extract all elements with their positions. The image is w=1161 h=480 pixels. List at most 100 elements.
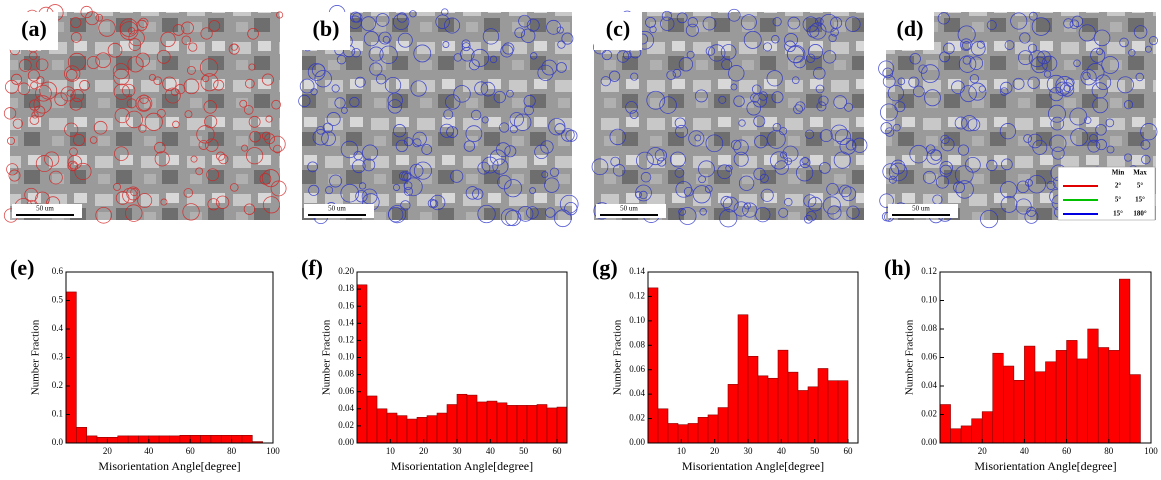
y-tick-label: 0.08 [921,323,937,333]
grain [368,46,384,62]
x-tick-label: 60 [1062,446,1072,456]
grain [1050,116,1065,131]
grain [1028,50,1046,68]
grain [634,191,642,199]
grain [502,42,515,55]
grain [1024,209,1039,224]
grain [834,128,852,146]
grain [514,27,526,39]
y-tick-label: 0.02 [921,409,937,419]
grain [308,184,320,196]
grain [493,90,506,104]
scale-bar-label: 50 um [912,205,930,213]
grain [321,131,336,147]
y-tick-label: 0.04 [921,380,937,390]
grain [1133,25,1148,39]
grain [216,151,226,161]
grain [382,35,391,44]
bar [466,394,478,444]
grain [738,119,746,127]
bar [647,287,659,444]
grain [164,87,181,104]
grain [154,151,170,167]
grain [683,186,694,197]
grain [940,134,950,144]
panel-label: (b) [313,16,340,41]
grain [504,145,517,158]
bar [189,435,201,444]
grain [384,76,402,94]
bar [241,435,253,444]
bar [200,435,212,444]
grain [969,74,980,84]
bar [992,352,1004,444]
grain [299,78,315,94]
grain [95,13,104,22]
grain [439,123,454,138]
grain [699,208,707,216]
grain [1000,181,1018,199]
grain [674,168,685,178]
y-tick-label: 0.00 [338,437,354,447]
legend-max: 180° [1133,210,1147,218]
y-tick-label: 0.14 [629,266,645,276]
grain [750,93,760,103]
y-tick-label: 0.14 [338,317,354,327]
y-tick-label: 0.16 [338,300,354,310]
bar [1097,347,1110,444]
grain [243,203,256,215]
grain [482,28,500,45]
grain [534,144,549,160]
grain [733,151,749,167]
grain [970,41,986,56]
grain [468,59,480,71]
x-tick-label: 30 [744,446,754,456]
grain [816,101,827,112]
grain [957,144,970,156]
grain [241,144,249,152]
grain [1031,17,1051,36]
grain [1015,198,1032,215]
grain [450,169,464,183]
panel-label-box [10,12,58,50]
grain [86,55,100,70]
grain [148,73,157,82]
grain [74,162,92,181]
grain [1073,59,1081,67]
grain [470,48,490,67]
grain [980,210,999,229]
grain [625,101,638,114]
bar [366,395,378,444]
grain [807,196,823,212]
bar [356,284,368,444]
grain-boundaries [298,5,579,228]
scale-bar-label: 50 um [620,205,638,213]
grain [958,55,977,73]
grain [1010,12,1028,30]
grain [24,187,39,202]
grain [772,123,782,132]
grain [215,195,230,209]
grain [955,180,974,199]
bar [86,435,98,444]
grain [976,40,985,49]
grain [678,57,694,72]
grain [780,151,788,159]
grain [639,190,648,200]
grain [443,109,454,120]
bar [1034,371,1046,444]
grain [720,195,733,208]
grain [64,122,79,137]
grain [1096,48,1104,56]
grain [1087,139,1101,153]
grain [738,175,755,191]
grain [412,138,422,148]
grain [375,13,390,27]
grain [340,107,348,114]
grain [962,55,972,65]
grain [122,187,138,204]
bar [737,314,749,444]
grain [1091,82,1108,99]
chart-label: (f) [301,255,323,280]
grain [481,156,499,174]
